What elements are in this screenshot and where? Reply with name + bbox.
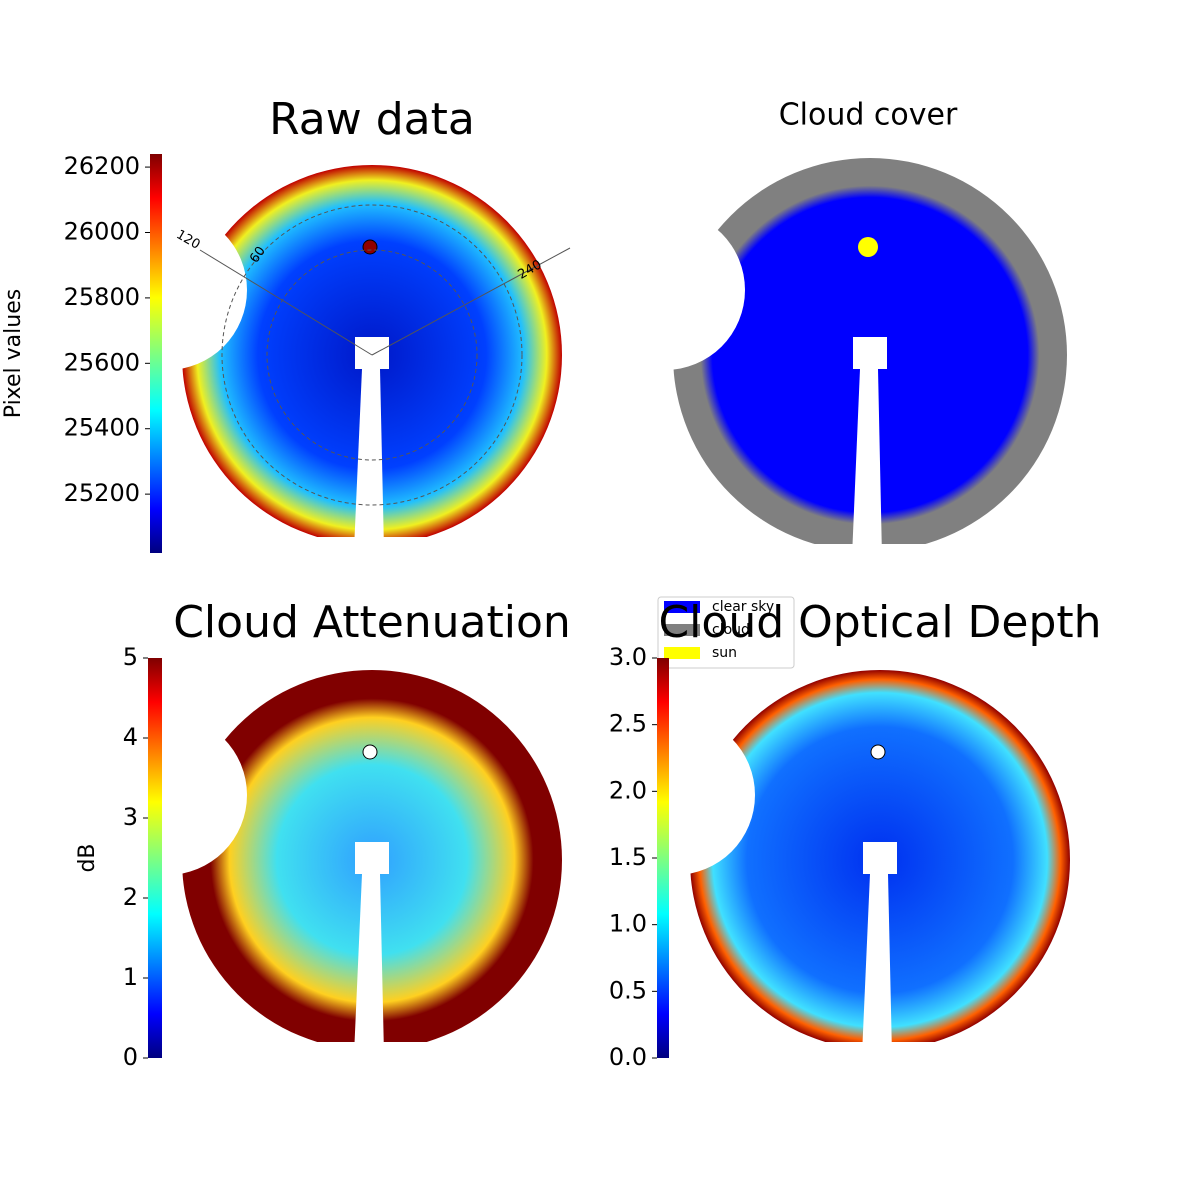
mount-head [355,842,389,874]
colorbar-tick-label: 26200 [64,152,140,180]
polar-ring [221,204,523,506]
colorbar-tick-label: 25200 [64,479,140,507]
mount-pole [862,874,892,1055]
colorbar-tick-label: 3 [123,803,138,831]
legend-label: cloud [712,622,750,638]
sun [858,237,878,257]
panel-title: Raw data [269,94,475,145]
colorbar-tick-label: 0 [123,1043,138,1071]
colorbar-tick-label: 25800 [64,283,140,311]
legend-label: clear sky [712,599,774,615]
colorbar-tick-label: 5 [123,643,138,671]
polar-ring [266,249,478,461]
colorbar-tick-label: 3.0 [609,643,647,671]
colorbar-tick-label: 25400 [64,414,140,442]
panel-title: Cloud Optical Depth [658,597,1101,648]
colorbar-tick-label: 2.5 [609,710,647,738]
colorbar-label: dB [75,843,100,872]
mount-head [863,842,897,874]
colorbar-tick-label: 1.0 [609,910,647,938]
colorbar [148,658,162,1058]
image-notch [595,715,755,875]
colorbar-tick-label: 25600 [64,348,140,376]
image-notch [585,210,745,370]
sun [870,744,886,760]
sun [362,239,378,255]
legend-label: sun [712,645,737,661]
image-notch [87,210,247,370]
sun [362,744,378,760]
colorbar-label: Pixel values [1,289,26,418]
colorbar [150,154,162,553]
colorbar-tick-label: 2.0 [609,776,647,804]
colorbar-tick-label: 0.5 [609,976,647,1004]
mount-head [355,337,389,369]
colorbar-tick-label: 26000 [64,217,140,245]
legend-swatch [664,601,700,613]
colorbar-tick-label: 1.5 [609,843,647,871]
panel-title: Cloud Attenuation [173,597,571,648]
legend-swatch [664,647,700,659]
legend-swatch [664,624,700,636]
polar-spoke [371,247,571,356]
colorbar-tick-label: 0.0 [609,1043,647,1071]
panel-title: Cloud cover [779,98,958,133]
mount-pole [354,874,384,1055]
colorbar [657,658,669,1058]
mount-pole [852,369,882,557]
colorbar-tick-label: 2 [123,883,138,911]
mount-head [853,337,887,369]
polar-spoke [199,249,373,356]
colorbar-tick-label: 1 [123,963,138,991]
image-notch [87,715,247,875]
colorbar-tick-label: 4 [123,723,138,751]
